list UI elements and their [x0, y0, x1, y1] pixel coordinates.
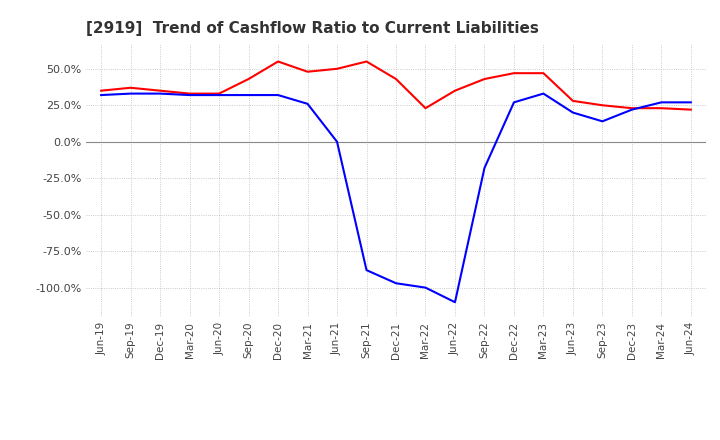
Operating CF to Current Liabilities	[215, 91, 223, 96]
Free CF to Current Liabilities	[421, 285, 430, 290]
Operating CF to Current Liabilities	[244, 77, 253, 82]
Free CF to Current Liabilities	[510, 100, 518, 105]
Operating CF to Current Liabilities	[126, 85, 135, 90]
Free CF to Current Liabilities	[303, 101, 312, 106]
Free CF to Current Liabilities	[215, 92, 223, 98]
Operating CF to Current Liabilities	[480, 77, 489, 82]
Free CF to Current Liabilities	[480, 165, 489, 171]
Operating CF to Current Liabilities	[185, 91, 194, 96]
Operating CF to Current Liabilities	[303, 69, 312, 74]
Operating CF to Current Liabilities	[510, 70, 518, 76]
Operating CF to Current Liabilities	[96, 88, 105, 93]
Free CF to Current Liabilities	[274, 92, 282, 98]
Free CF to Current Liabilities	[96, 92, 105, 98]
Operating CF to Current Liabilities	[628, 106, 636, 111]
Operating CF to Current Liabilities	[392, 77, 400, 82]
Free CF to Current Liabilities	[569, 110, 577, 115]
Operating CF to Current Liabilities	[539, 70, 548, 76]
Free CF to Current Liabilities	[392, 281, 400, 286]
Free CF to Current Liabilities	[687, 100, 696, 105]
Line: Free CF to Current Liabilities: Free CF to Current Liabilities	[101, 94, 691, 302]
Free CF to Current Liabilities	[244, 92, 253, 98]
Operating CF to Current Liabilities	[657, 106, 666, 111]
Operating CF to Current Liabilities	[274, 59, 282, 64]
Free CF to Current Liabilities	[628, 107, 636, 112]
Free CF to Current Liabilities	[126, 91, 135, 96]
Operating CF to Current Liabilities	[333, 66, 341, 71]
Free CF to Current Liabilities	[539, 91, 548, 96]
Operating CF to Current Liabilities	[451, 88, 459, 93]
Free CF to Current Liabilities	[362, 268, 371, 273]
Free CF to Current Liabilities	[333, 139, 341, 144]
Free CF to Current Liabilities	[598, 119, 607, 124]
Operating CF to Current Liabilities	[598, 103, 607, 108]
Operating CF to Current Liabilities	[421, 106, 430, 111]
Text: [2919]  Trend of Cashflow Ratio to Current Liabilities: [2919] Trend of Cashflow Ratio to Curren…	[86, 21, 539, 36]
Line: Operating CF to Current Liabilities: Operating CF to Current Liabilities	[101, 62, 691, 110]
Operating CF to Current Liabilities	[362, 59, 371, 64]
Operating CF to Current Liabilities	[569, 98, 577, 103]
Free CF to Current Liabilities	[185, 92, 194, 98]
Free CF to Current Liabilities	[657, 100, 666, 105]
Free CF to Current Liabilities	[451, 300, 459, 305]
Free CF to Current Liabilities	[156, 91, 164, 96]
Operating CF to Current Liabilities	[687, 107, 696, 112]
Operating CF to Current Liabilities	[156, 88, 164, 93]
